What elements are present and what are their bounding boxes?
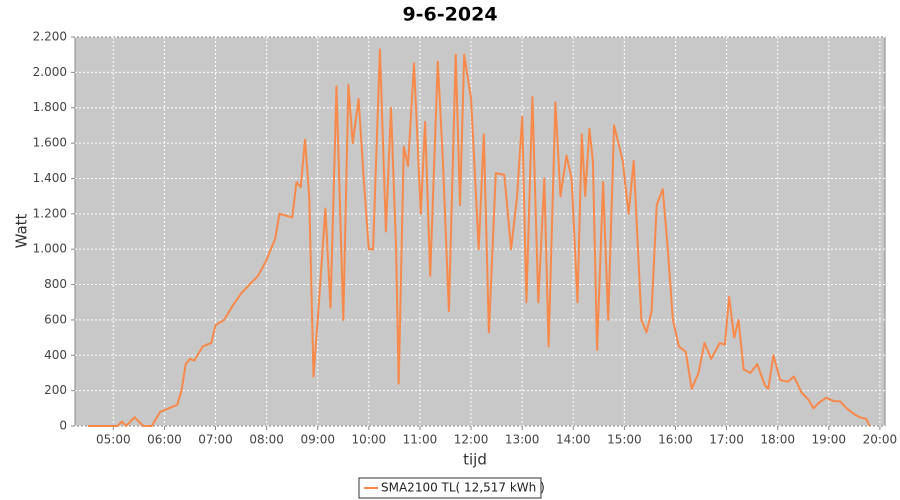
x-axis-label: tijd xyxy=(463,451,487,469)
chart-title: 9-6-2024 xyxy=(402,4,497,26)
x-tick-label: 13:00 xyxy=(505,433,540,447)
x-tick-label: 06:00 xyxy=(147,433,182,447)
x-tick-label: 19:00 xyxy=(811,433,846,447)
x-tick-label: 09:00 xyxy=(300,433,335,447)
legend-box xyxy=(358,477,542,499)
y-tick-label: 1.400 xyxy=(33,171,67,185)
y-tick-label: 0 xyxy=(59,419,67,433)
legend-label: SMA2100 TL( 12,517 kWh ) xyxy=(381,481,545,495)
x-tick-label: 16:00 xyxy=(658,433,693,447)
y-tick-label: 1.600 xyxy=(33,136,67,150)
x-tick-label: 07:00 xyxy=(198,433,233,447)
x-tick-label: 12:00 xyxy=(454,433,489,447)
x-tick-label: 20:00 xyxy=(863,433,898,447)
x-tick-label: 14:00 xyxy=(556,433,591,447)
y-tick-label: 2.000 xyxy=(33,65,67,79)
x-tick-label: 10:00 xyxy=(352,433,387,447)
y-tick-label: 400 xyxy=(44,348,67,362)
y-tick-label: 2.200 xyxy=(33,30,67,44)
data-line xyxy=(87,48,871,427)
y-tick-label: 200 xyxy=(44,383,67,397)
y-tick-label: 1.200 xyxy=(33,206,67,220)
y-tick-label: 1.000 xyxy=(33,242,67,256)
x-tick-label: 08:00 xyxy=(249,433,284,447)
y-axis-label: Watt xyxy=(13,213,31,248)
x-tick-label: 18:00 xyxy=(760,433,795,447)
y-tick-label: 1.800 xyxy=(33,100,67,114)
y-tick-label: 600 xyxy=(44,312,67,326)
x-tick-label: 15:00 xyxy=(607,433,642,447)
y-tick-label: 800 xyxy=(44,277,67,291)
x-tick-label: 11:00 xyxy=(403,433,438,447)
x-tick-label: 17:00 xyxy=(709,433,744,447)
x-tick-label: 05:00 xyxy=(96,433,131,447)
